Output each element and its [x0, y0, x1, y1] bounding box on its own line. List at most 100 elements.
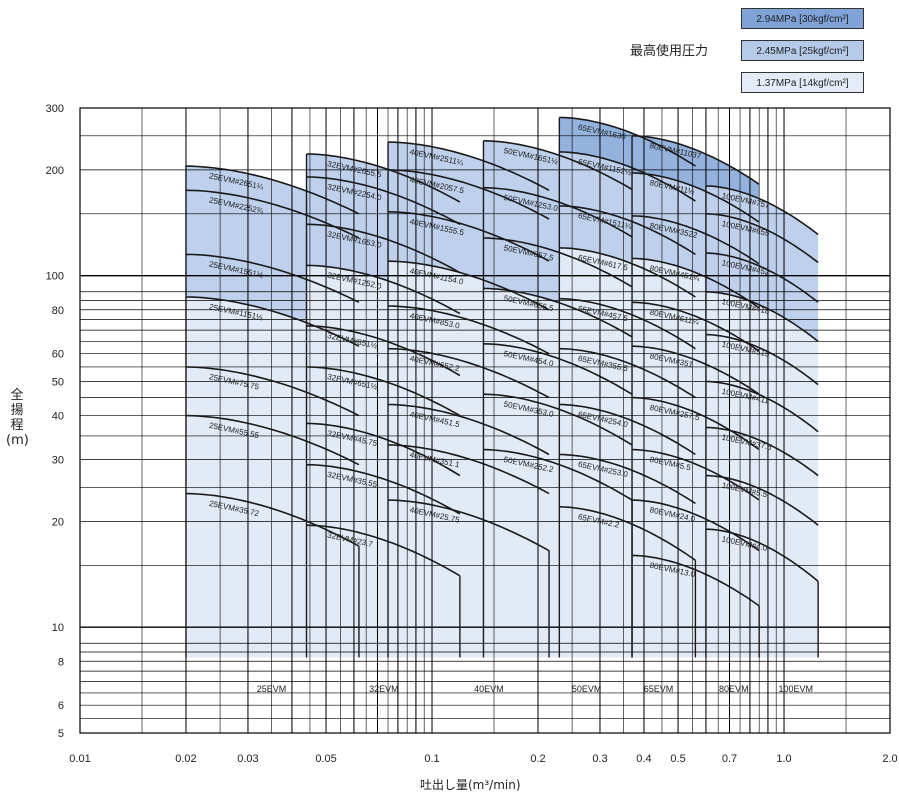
pump-curve: [559, 347, 696, 399]
y-tick-label: 20: [52, 516, 64, 528]
pump-curve: [705, 185, 819, 236]
y-tick-label: 8: [58, 656, 64, 668]
pump-curve: [631, 257, 760, 309]
pump-curve: [387, 305, 550, 355]
pump-curve: [185, 414, 360, 466]
y-tick-label: 50: [52, 377, 64, 389]
family-label: 80EVM: [719, 684, 749, 694]
pump-curve: [387, 169, 550, 220]
y-axis-label-char: 程: [10, 418, 24, 433]
pump-curve: [631, 215, 760, 265]
pump-curve: [631, 448, 760, 501]
plot-frame: [79, 107, 891, 734]
pump-curve: [631, 554, 760, 607]
legend-entry-high: 2.94MPa [30kgf/cm²]: [741, 8, 864, 29]
legend-entry-mid: 2.45MPa [25kgf/cm²]: [741, 40, 864, 61]
y-tick-label: 60: [52, 349, 64, 361]
y-tick-label: 80: [52, 305, 64, 317]
family-label: 32EVM: [369, 684, 399, 694]
legend-title: 最高使用圧力: [630, 44, 709, 59]
pump-curve: [306, 223, 461, 274]
pump-curve: [185, 366, 360, 417]
pump-curve: [631, 345, 760, 395]
pump-curve: [559, 297, 696, 350]
x-tick-label: 0.4: [636, 753, 651, 765]
pump-curve: [483, 287, 633, 338]
pump-curve: [483, 393, 633, 446]
x-tick-label: 0.1: [424, 753, 439, 765]
y-tick-label: 40: [52, 411, 64, 423]
pump-curve: [483, 237, 633, 288]
pump-curve: [559, 116, 696, 167]
pump-curve: [559, 247, 696, 298]
pump-curve: [306, 176, 461, 226]
y-axis-label-char: 揚: [10, 403, 24, 418]
pump-curve: [631, 396, 760, 451]
pump-curve: [631, 135, 760, 185]
pump-curve: [306, 264, 461, 315]
y-tick-label: 100: [46, 271, 64, 283]
x-tick-label: 0.7: [722, 753, 737, 765]
pump-curve: [387, 141, 550, 192]
pump-curve: [705, 291, 819, 343]
pump-curve: [483, 186, 633, 238]
y-tick-label: 10: [52, 622, 64, 634]
pump-curve: [387, 211, 550, 262]
pump-curve: [631, 301, 760, 352]
pump-curve: [559, 453, 696, 505]
pump-curve: [631, 172, 760, 223]
pump-curve: [705, 380, 819, 433]
x-tick-label: 0.3: [592, 753, 607, 765]
pump-curve: [705, 474, 819, 526]
pump-curve: [306, 524, 461, 577]
pump-curve: [185, 296, 360, 347]
pump-curve: [559, 151, 696, 202]
x-tick-label: 1.0: [776, 753, 791, 765]
pump-curve: [705, 213, 819, 264]
legend-entry-low: 1.37MPa [14kgf/cm²]: [741, 72, 864, 93]
pump-curve: [705, 528, 819, 583]
pump-curve: [185, 253, 360, 304]
y-axis-label-char: 全: [10, 388, 24, 403]
x-tick-label: 0.05: [315, 753, 336, 765]
y-tick-label: 200: [46, 165, 64, 177]
x-tick-label: 2.0: [882, 753, 897, 765]
pump-curve: [387, 444, 550, 495]
pump-curve: [483, 343, 633, 395]
pump-curve: [483, 448, 633, 501]
family-label: 100EVM: [779, 684, 814, 694]
pump-curve: [705, 252, 819, 303]
pump-curve: [559, 403, 696, 456]
y-tick-label: 300: [46, 103, 64, 115]
x-tick-label: 0.02: [175, 753, 196, 765]
x-tick-label: 0.5: [670, 753, 685, 765]
family-label: 50EVM: [572, 684, 602, 694]
pump-curve: [306, 366, 461, 417]
curve-layer: [185, 116, 819, 658]
pump-curve: [306, 422, 461, 477]
pump-curve: [306, 463, 461, 515]
pump-curve: [185, 189, 360, 239]
pump-curve: [387, 347, 550, 399]
y-tick-label: 6: [58, 700, 64, 712]
pump-curve: [306, 325, 461, 377]
family-label: 25EVM: [257, 684, 287, 694]
pump-curve: [559, 205, 696, 256]
pump-curve: [483, 140, 633, 191]
y-axis-label-char: (m): [6, 433, 29, 448]
x-tick-label: 0.2: [530, 753, 545, 765]
pump-curve: [387, 403, 550, 456]
fill-layer: [186, 117, 819, 658]
pump-curve: [387, 499, 550, 552]
family-label: 40EVM: [474, 684, 504, 694]
pump-curve: [306, 153, 461, 203]
pump-curve: [705, 426, 819, 477]
x-axis-label: 吐出し量(m³/min): [420, 778, 521, 792]
pump-curve: [559, 506, 696, 561]
axis-layer: 0.01 0.02 0.03 0.05 0.1 0.2 0.3 0.4 0.5 0.7 1.0 2.0…: [46, 103, 898, 765]
family-label: 65EVM: [644, 684, 674, 694]
pump-curve: [631, 499, 760, 552]
x-tick-label: 0.03: [237, 753, 258, 765]
pump-curve: [387, 260, 550, 311]
